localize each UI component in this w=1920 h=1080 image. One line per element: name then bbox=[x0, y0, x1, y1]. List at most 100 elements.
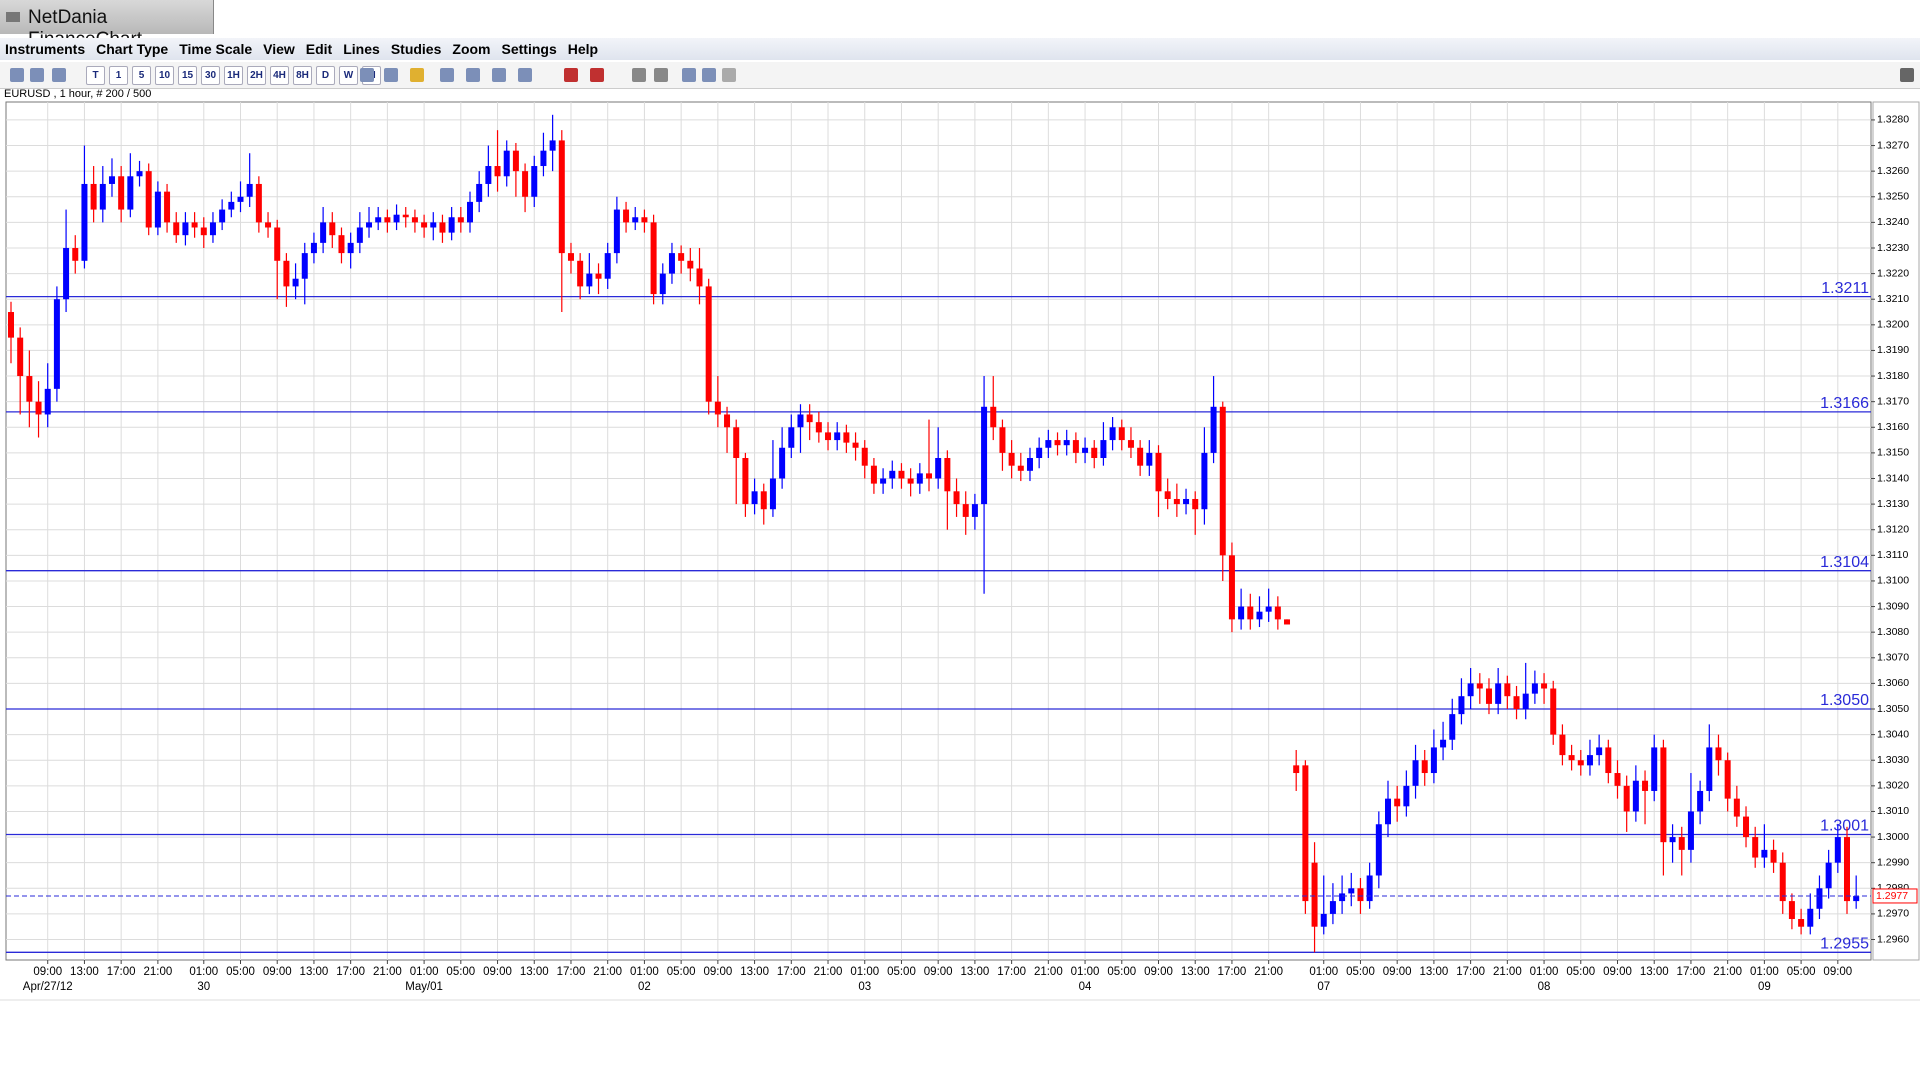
candle-body bbox=[430, 222, 437, 228]
timeframe-button[interactable]: 10 bbox=[155, 66, 174, 85]
x-tick-label: 17:00 bbox=[557, 966, 586, 978]
date-label: 08 bbox=[1538, 981, 1551, 993]
candle-body bbox=[1412, 760, 1419, 786]
candle-body bbox=[1375, 824, 1382, 876]
menu-item[interactable]: Studies bbox=[390, 41, 442, 57]
x-tick-label: 01:00 bbox=[630, 966, 659, 978]
menu-item[interactable]: Chart Type bbox=[96, 41, 169, 57]
candle-body bbox=[476, 183, 483, 202]
candle-body bbox=[1458, 696, 1465, 715]
timeframe-button[interactable]: 4H bbox=[270, 66, 289, 85]
candle-body bbox=[1440, 739, 1447, 748]
tool-icon[interactable] bbox=[466, 68, 480, 82]
y-tick-label: 1.3160 bbox=[1877, 421, 1909, 433]
y-tick-label: 1.3050 bbox=[1877, 703, 1909, 715]
timeframe-button[interactable]: 30 bbox=[201, 66, 220, 85]
candle-body bbox=[1137, 447, 1144, 466]
menu-item[interactable]: Help bbox=[567, 41, 599, 57]
candle-body bbox=[1082, 447, 1089, 453]
candle-body bbox=[63, 247, 70, 300]
menu-item[interactable]: Settings bbox=[501, 41, 557, 57]
candle-body bbox=[1853, 895, 1860, 902]
candle-body bbox=[1697, 790, 1704, 812]
menu-item[interactable]: Time Scale bbox=[179, 41, 253, 57]
tool-icon[interactable] bbox=[632, 68, 646, 82]
x-tick-label: 09:00 bbox=[1383, 966, 1412, 978]
candle-body bbox=[1311, 862, 1318, 927]
y-tick-label: 1.3260 bbox=[1877, 165, 1909, 177]
candle-body bbox=[384, 217, 391, 223]
tool-icon[interactable] bbox=[410, 68, 424, 82]
candle-body bbox=[1284, 619, 1291, 625]
menu-item[interactable]: View bbox=[263, 41, 295, 57]
y-tick-label: 1.3180 bbox=[1877, 370, 1909, 382]
tool-icon[interactable] bbox=[722, 68, 736, 82]
tool-icon[interactable] bbox=[518, 68, 532, 82]
timeframe-button[interactable]: D bbox=[316, 66, 335, 85]
candle-body bbox=[1669, 837, 1676, 843]
y-tick-label: 1.3040 bbox=[1877, 728, 1909, 740]
candle-body bbox=[164, 191, 171, 223]
candle-body bbox=[1522, 693, 1529, 710]
tool-icon[interactable] bbox=[360, 68, 374, 82]
candle-body bbox=[1201, 452, 1208, 510]
candle-body bbox=[17, 337, 24, 377]
timeframe-button[interactable]: T bbox=[86, 66, 105, 85]
candle-body bbox=[788, 427, 795, 448]
tool-icon[interactable] bbox=[1900, 68, 1914, 82]
candle-body bbox=[310, 242, 317, 254]
y-tick-label: 1.2970 bbox=[1877, 908, 1909, 920]
tool-icon[interactable] bbox=[682, 68, 696, 82]
menu-item[interactable]: Instruments bbox=[5, 41, 86, 57]
candle-body bbox=[668, 253, 675, 274]
candle-body bbox=[825, 432, 832, 441]
timeframe-button[interactable]: 8H bbox=[293, 66, 312, 85]
x-tick-label: 09:00 bbox=[1144, 966, 1173, 978]
x-tick-label: 17:00 bbox=[1677, 966, 1706, 978]
timeframe-button[interactable]: 15 bbox=[178, 66, 197, 85]
tool-icon[interactable] bbox=[590, 68, 604, 82]
tool-icon[interactable] bbox=[384, 68, 398, 82]
tool-icon[interactable] bbox=[52, 68, 66, 82]
tool-icon[interactable] bbox=[30, 68, 44, 82]
tool-icon[interactable] bbox=[564, 68, 578, 82]
timeframe-button[interactable]: 2H bbox=[247, 66, 266, 85]
candle-body bbox=[503, 150, 510, 177]
tool-icon[interactable] bbox=[10, 68, 24, 82]
candle-body bbox=[1605, 747, 1612, 774]
tool-icon[interactable] bbox=[492, 68, 506, 82]
candle-body bbox=[714, 401, 721, 415]
date-label: Apr/27/12 bbox=[23, 981, 73, 993]
menu-item[interactable]: Lines bbox=[343, 41, 380, 57]
last-price-label: 1.2977 bbox=[1876, 890, 1908, 902]
x-tick-label: 09:00 bbox=[263, 966, 292, 978]
timeframe-button[interactable]: 1H bbox=[224, 66, 243, 85]
candle-body bbox=[852, 442, 859, 448]
x-tick-label: 05:00 bbox=[667, 966, 696, 978]
menu-item[interactable]: Zoom bbox=[452, 41, 491, 57]
y-tick-label: 1.3080 bbox=[1877, 626, 1909, 638]
timeframe-button[interactable]: 1 bbox=[109, 66, 128, 85]
candle-body bbox=[1238, 606, 1245, 620]
tool-icon[interactable] bbox=[440, 68, 454, 82]
tool-icon[interactable] bbox=[702, 68, 716, 82]
candle-body bbox=[1348, 888, 1355, 894]
candle-body bbox=[962, 504, 969, 517]
menu-item[interactable]: Edit bbox=[305, 41, 333, 57]
candle-body bbox=[228, 201, 235, 210]
candle-body bbox=[118, 176, 125, 210]
candle-body bbox=[558, 140, 565, 254]
candle-body bbox=[1467, 683, 1474, 697]
candle-body bbox=[650, 222, 657, 295]
x-tick-label: 13:00 bbox=[1640, 966, 1669, 978]
timeframe-button[interactable]: 5 bbox=[132, 66, 151, 85]
x-tick-label: 17:00 bbox=[997, 966, 1026, 978]
timeframe-button[interactable]: W bbox=[339, 66, 358, 85]
date-label: 07 bbox=[1317, 981, 1330, 993]
tool-icon[interactable] bbox=[654, 68, 668, 82]
candle-body bbox=[393, 214, 400, 223]
candle-body bbox=[1008, 452, 1015, 466]
candle-body bbox=[1403, 785, 1410, 807]
y-tick-label: 1.3150 bbox=[1877, 447, 1909, 459]
candle-body bbox=[283, 260, 290, 287]
